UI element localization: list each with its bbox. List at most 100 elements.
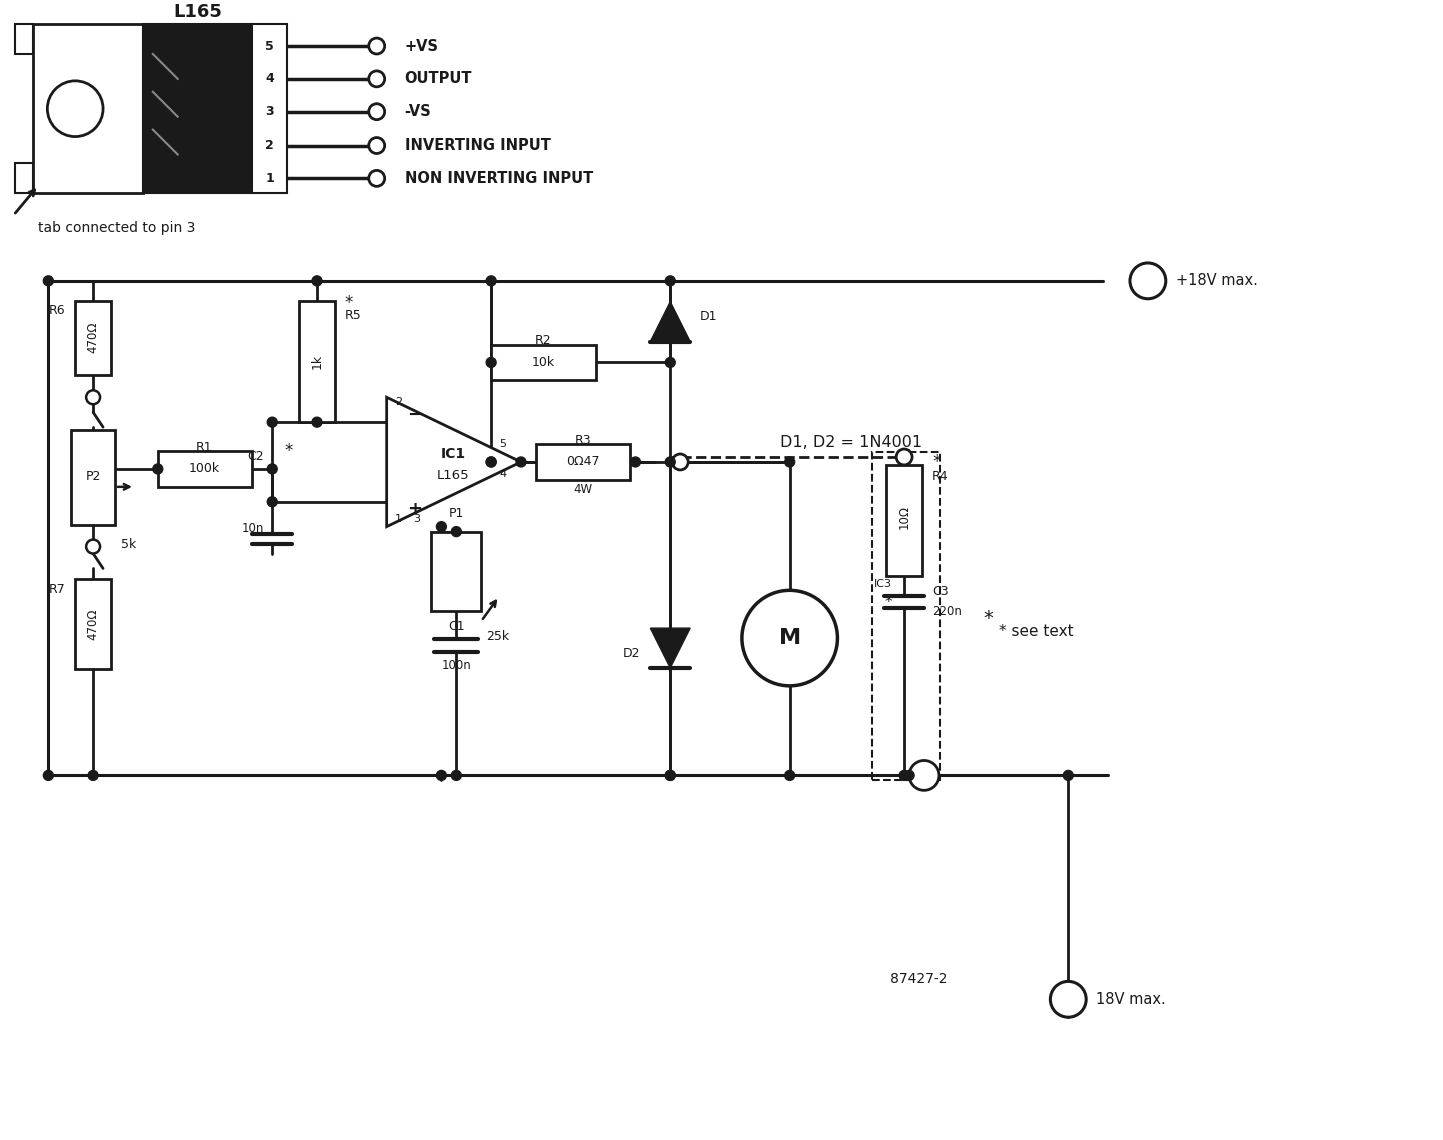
Bar [157, 451, 253, 487]
Bar [75, 579, 111, 669]
Text: 2: 2 [395, 397, 403, 407]
Circle shape [665, 771, 675, 781]
Text: 5: 5 [499, 439, 506, 449]
Circle shape [665, 771, 675, 781]
Text: +: + [407, 499, 421, 518]
Text: 4W: 4W [573, 483, 592, 496]
Text: 10Ω: 10Ω [898, 505, 911, 529]
Circle shape [369, 38, 385, 54]
Circle shape [48, 81, 102, 137]
Text: *: * [984, 609, 994, 628]
Text: 10n: 10n [242, 522, 264, 535]
Circle shape [436, 771, 446, 781]
Bar [16, 24, 33, 54]
Text: L165: L165 [173, 3, 222, 22]
Bar [431, 531, 481, 611]
Text: D1, D2 = 1N4001: D1, D2 = 1N4001 [779, 434, 922, 449]
Text: R2: R2 [534, 334, 551, 347]
Circle shape [672, 454, 688, 470]
Bar [33, 24, 143, 194]
Circle shape [153, 464, 163, 474]
Circle shape [905, 771, 913, 781]
Text: 4: 4 [499, 469, 506, 479]
Text: 2: 2 [266, 139, 274, 152]
Circle shape [452, 527, 462, 537]
Text: 100k: 100k [189, 463, 221, 475]
Bar [75, 301, 111, 375]
Bar [886, 465, 922, 577]
Circle shape [665, 276, 675, 286]
Text: R5: R5 [345, 309, 362, 323]
Circle shape [369, 170, 385, 186]
Circle shape [267, 497, 277, 507]
Text: 4: 4 [266, 72, 274, 86]
Text: P2: P2 [85, 471, 101, 483]
Circle shape [896, 449, 912, 465]
Text: INVERTING INPUT: INVERTING INPUT [404, 138, 550, 153]
Circle shape [369, 138, 385, 154]
Text: *: * [284, 442, 293, 461]
Text: 25k: 25k [486, 629, 509, 643]
Bar [491, 344, 596, 381]
Text: +VS: +VS [404, 39, 439, 54]
Circle shape [742, 591, 837, 686]
Polygon shape [651, 628, 690, 668]
Text: R4: R4 [932, 471, 948, 483]
Text: tab connected to pin 3: tab connected to pin 3 [39, 221, 196, 235]
Text: 5: 5 [266, 40, 274, 52]
Text: OUTPUT: OUTPUT [404, 72, 472, 87]
Text: −: − [407, 406, 423, 424]
Text: D1: D1 [700, 310, 717, 323]
Circle shape [43, 276, 53, 286]
Bar [535, 445, 631, 480]
Text: 0: 0 [919, 768, 928, 782]
Text: * see text: * see text [999, 624, 1074, 638]
Text: 10k: 10k [531, 356, 554, 369]
Text: 220n: 220n [932, 604, 962, 618]
Text: 3: 3 [266, 105, 274, 119]
Circle shape [899, 771, 909, 781]
Polygon shape [387, 397, 521, 527]
Text: -VS: -VS [404, 104, 431, 120]
Text: *: * [932, 453, 941, 471]
Circle shape [785, 457, 795, 467]
Bar [16, 163, 33, 194]
Circle shape [312, 276, 322, 286]
Bar [299, 301, 335, 422]
Text: P1: P1 [449, 507, 465, 520]
Text: D2: D2 [623, 646, 641, 660]
Text: 87427-2: 87427-2 [890, 972, 948, 986]
Bar [143, 24, 253, 194]
Circle shape [665, 358, 675, 367]
Circle shape [785, 771, 795, 781]
Text: −: − [1061, 990, 1076, 1009]
Circle shape [1063, 771, 1074, 781]
Text: L165: L165 [437, 470, 469, 482]
Circle shape [631, 457, 641, 467]
Circle shape [267, 417, 277, 428]
Circle shape [909, 760, 939, 790]
Circle shape [87, 390, 100, 405]
Text: R7: R7 [49, 583, 65, 596]
Circle shape [369, 104, 385, 120]
Text: 470Ω: 470Ω [87, 321, 100, 353]
Circle shape [1130, 263, 1166, 299]
Text: R3: R3 [574, 433, 592, 447]
Text: M: M [779, 628, 801, 648]
Circle shape [517, 457, 525, 467]
Circle shape [436, 522, 446, 531]
Circle shape [1051, 982, 1087, 1017]
Text: 1k: 1k [310, 353, 323, 369]
Text: C1: C1 [447, 620, 465, 633]
Text: NON INVERTING INPUT: NON INVERTING INPUT [404, 171, 593, 186]
Circle shape [369, 71, 385, 87]
Circle shape [486, 276, 496, 286]
Text: IC3: IC3 [874, 579, 892, 589]
Circle shape [452, 771, 462, 781]
Circle shape [486, 358, 496, 367]
Text: C3: C3 [932, 585, 948, 597]
Text: 0Ω47: 0Ω47 [566, 456, 599, 469]
Bar [71, 430, 115, 524]
Circle shape [665, 457, 675, 467]
Text: 5k: 5k [121, 538, 136, 551]
